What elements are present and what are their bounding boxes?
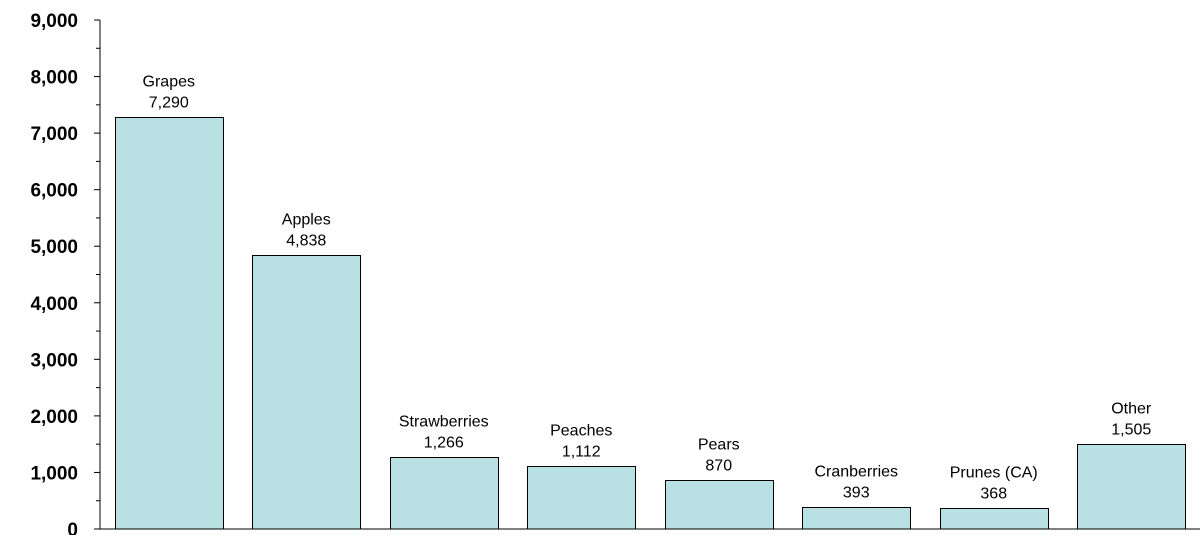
value-label: 368 bbox=[980, 486, 1007, 503]
category-label: Cranberries bbox=[814, 464, 898, 481]
y-tick-label: 3,000 bbox=[30, 350, 78, 371]
value-label: 393 bbox=[843, 485, 870, 502]
bar-prunes-ca bbox=[940, 508, 1049, 530]
y-tick-label: 2,000 bbox=[30, 407, 78, 428]
category-label: Strawberries bbox=[399, 414, 489, 431]
bar-labels: Grapes 7,290 Apples 4,838 Strawberries 1,266 P… bbox=[143, 74, 1152, 503]
bar-pears bbox=[665, 480, 774, 530]
bars bbox=[115, 117, 1186, 530]
y-tick-label: 7,000 bbox=[30, 124, 78, 145]
category-label: Peaches bbox=[550, 423, 612, 440]
value-label: 7,290 bbox=[149, 95, 189, 112]
y-axis: 0 1,000 2,000 3,000 4,000 5,000 6,000 7,000 8,00… bbox=[30, 11, 101, 535]
category-label: Apples bbox=[282, 212, 331, 229]
bar-apples bbox=[252, 255, 361, 530]
bar-peaches bbox=[527, 466, 636, 530]
y-tick-label: 6,000 bbox=[30, 181, 78, 202]
y-tick-label: 5,000 bbox=[30, 237, 78, 258]
y-tick-label: 9,000 bbox=[30, 11, 78, 32]
bar-grapes bbox=[115, 117, 224, 530]
category-label: Pears bbox=[698, 437, 740, 454]
category-label: Other bbox=[1111, 401, 1152, 418]
value-label: 870 bbox=[705, 458, 732, 475]
bar-cranberries bbox=[802, 507, 911, 530]
bar-strawberries bbox=[390, 457, 499, 530]
value-label: 1,266 bbox=[424, 435, 464, 452]
category-label: Prunes (CA) bbox=[950, 465, 1038, 482]
value-label: 1,112 bbox=[562, 444, 601, 461]
value-label: 1,505 bbox=[1111, 422, 1151, 439]
y-tick-label: 8,000 bbox=[30, 68, 78, 89]
category-label: Grapes bbox=[143, 74, 195, 91]
bar-other bbox=[1077, 444, 1186, 530]
y-tick-label: 1,000 bbox=[30, 463, 78, 484]
value-label: 4,838 bbox=[286, 233, 326, 250]
y-tick-label: 0 bbox=[67, 520, 78, 535]
y-tick-label: 4,000 bbox=[30, 294, 78, 315]
